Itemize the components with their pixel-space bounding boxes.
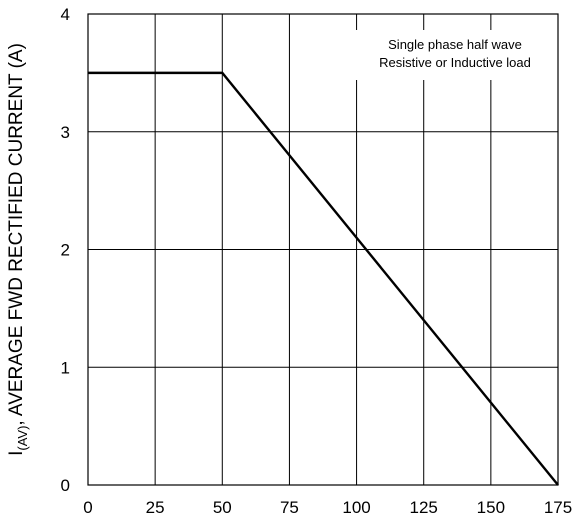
y-tick-label: 2 bbox=[61, 241, 70, 260]
y-axis-label-subscript: (AV) bbox=[15, 426, 30, 451]
x-tick-label: 25 bbox=[146, 498, 165, 517]
y-axis-label: I(AV), AVERAGE FWD RECTIFIED CURRENT (A) bbox=[6, 43, 30, 456]
y-tick-label: 0 bbox=[61, 476, 70, 495]
x-tick-label: 150 bbox=[477, 498, 505, 517]
x-tick-label: 125 bbox=[410, 498, 438, 517]
y-tick-label: 4 bbox=[61, 5, 70, 24]
x-tick-label: 75 bbox=[280, 498, 299, 517]
annotation-line-1: Single phase half wave bbox=[388, 37, 522, 52]
x-tick-label: 50 bbox=[213, 498, 232, 517]
y-tick-labels: 0 1 2 3 4 bbox=[61, 5, 70, 495]
y-axis-label-prefix: I bbox=[6, 451, 27, 456]
y-tick-label: 3 bbox=[61, 123, 70, 142]
derating-curve bbox=[88, 71, 559, 486]
annotation-line-2: Resistive or Inductive load bbox=[379, 55, 531, 70]
y-tick-label: 1 bbox=[61, 358, 70, 377]
x-tick-label: 100 bbox=[342, 498, 370, 517]
x-tick-labels: 0 25 50 75 100 125 150 175 bbox=[83, 498, 572, 517]
grid-lines bbox=[87, 13, 559, 486]
plot-frame bbox=[87, 13, 559, 486]
x-tick-label: 0 bbox=[83, 498, 92, 517]
annotation-background bbox=[356, 30, 552, 80]
x-tick-label: 175 bbox=[544, 498, 572, 517]
y-axis-label-text: , AVERAGE FWD RECTIFIED CURRENT (A) bbox=[6, 43, 27, 426]
series-layer bbox=[88, 71, 559, 486]
